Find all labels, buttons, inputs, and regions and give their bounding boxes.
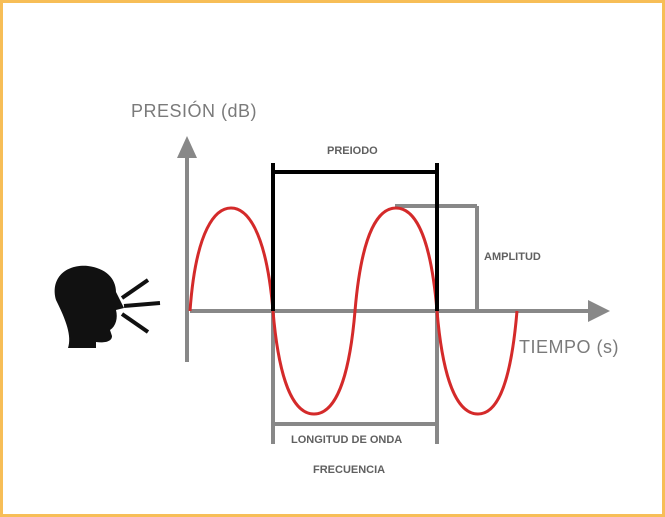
- x-axis: [190, 300, 610, 322]
- wavelength-bracket: [271, 311, 439, 444]
- x-axis-label: TIEMPO (s): [519, 337, 619, 357]
- speaking-head-icon: [54, 265, 124, 348]
- y-axis-label: PRESIÓN (dB): [131, 101, 258, 121]
- amplitude-label: AMPLITUD: [484, 251, 541, 263]
- sine-wave: [188, 206, 519, 416]
- frequency-label: FRECUENCIA: [313, 464, 386, 476]
- period-label: PREIODO: [327, 145, 378, 157]
- y-axis: [177, 136, 197, 362]
- period-bracket: [271, 163, 439, 311]
- wavelength-label: LONGITUD DE ONDA: [291, 434, 403, 446]
- sound-waves-icon: [120, 278, 161, 334]
